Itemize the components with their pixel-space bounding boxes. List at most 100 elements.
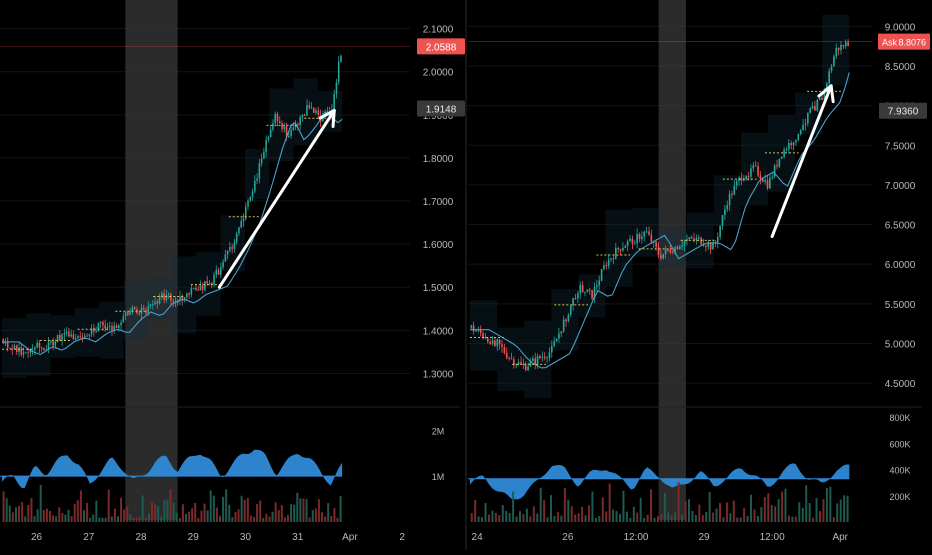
right-candle-body-144 (811, 106, 814, 109)
right-volume-bar-52 (650, 489, 653, 522)
right-candle-body-30 (541, 356, 544, 358)
right-volume-bar-67 (701, 515, 704, 522)
left-candle-body-43 (99, 321, 102, 324)
left-volume-bar-3 (11, 512, 14, 522)
right-candle-body-5 (482, 333, 484, 338)
right-candle-body-70 (636, 234, 638, 244)
left-zone-8 (196, 251, 221, 316)
left-volume-bar-85 (265, 513, 268, 522)
left-candle-body-36 (84, 335, 86, 338)
right-candle-body-104 (716, 236, 719, 243)
right-trend-arrow-head (817, 84, 835, 104)
right-candle-body-11 (496, 339, 499, 347)
left-candle-body-9 (22, 352, 25, 355)
left-candle-body-82 (188, 293, 190, 295)
right-xtick-3: 29 (698, 532, 710, 543)
right-price-axis[interactable]: 9.00008.50008.00007.50007.00006.50006.00… (878, 22, 930, 502)
left-candle-body-5 (13, 345, 16, 350)
right-candle-body-135 (790, 142, 793, 145)
left-volume-pane[interactable]: 26 27 28 29 30 31 Apr 2 (0, 406, 460, 543)
right-candle-body-66 (626, 241, 629, 247)
left-volume-bar-62 (194, 502, 197, 522)
left-volume-bar-75 (234, 511, 237, 522)
right-volume-bar-89 (777, 499, 780, 522)
right-volume-bar-92 (787, 515, 790, 522)
left-candle-body-101 (231, 247, 233, 249)
left-candle-body-23 (54, 341, 57, 346)
right-volume-bar-43 (619, 513, 622, 522)
left-price-axis[interactable]: 2.10002.00001.90001.80001.70001.60001.50… (417, 25, 465, 483)
right-volume-pane[interactable]: 24 26 12:00 29 12:00 Apr (468, 406, 922, 543)
left-xtick-1: 27 (83, 532, 95, 543)
left-volume-bar-94 (293, 504, 296, 522)
left-candle-body-106 (242, 218, 245, 221)
right-candle-body-41 (567, 314, 570, 322)
right-volume-bar-27 (563, 488, 566, 522)
left-candle-body-32 (74, 338, 77, 340)
right-candle-body-81 (662, 253, 665, 259)
left-candle-body-105 (240, 220, 243, 228)
left-candle-body-138 (315, 110, 317, 113)
left-candle-body-50 (115, 325, 118, 329)
left-volume-bar-79 (246, 497, 249, 522)
right-candle-body-124 (764, 180, 766, 182)
right-candle-body-106 (721, 215, 724, 227)
left-volume-bar-102 (317, 499, 320, 522)
right-volume-bar-23 (550, 495, 553, 522)
right-volume-bar-50 (643, 517, 646, 522)
left-volume-bar-54 (169, 489, 172, 522)
right-vol-tick-3: 200K (889, 492, 910, 502)
left-price-pane[interactable] (0, 0, 410, 520)
left-ytick-8: 1.3000 (423, 369, 454, 380)
right-candle-body-92 (688, 236, 691, 240)
right-candle-body-96 (697, 237, 700, 239)
right-candle-body-28 (536, 356, 539, 364)
right-candle-body-25 (529, 361, 532, 367)
right-volume-bar-28 (567, 499, 570, 522)
right-price-pane[interactable] (468, 0, 872, 520)
left-volume-bar-43 (135, 517, 138, 522)
left-candle-body-44 (102, 321, 104, 326)
right-candle-body-110 (731, 193, 733, 195)
right-volume-bar-108 (843, 495, 846, 522)
left-volume-bar-87 (271, 511, 274, 522)
right-volume-bar-41 (612, 509, 615, 522)
right-candle-body-55 (600, 269, 603, 281)
left-candle-body-53 (122, 316, 125, 323)
left-volume-bar-14 (45, 508, 48, 522)
left-volume-bar-29 (92, 514, 95, 522)
left-candle-body-48 (111, 325, 113, 331)
right-volume-bar-106 (836, 503, 839, 522)
right-candle-body-68 (631, 238, 634, 244)
right-candle-body-58 (607, 259, 610, 266)
right-ytick-4: 7.0000 (885, 181, 916, 192)
right-candle-body-52 (593, 287, 596, 299)
left-zone-1 (26, 313, 51, 377)
right-volume-bar-8 (498, 515, 501, 522)
right-candle-body-21 (520, 362, 522, 364)
left-volume-bar-92 (287, 515, 290, 522)
right-volume-bar-17 (529, 516, 532, 522)
left-volume-bar-83 (259, 500, 262, 522)
right-candle-body-98 (702, 244, 705, 246)
right-candle-body-18 (513, 359, 515, 366)
right-candle-body-47 (581, 284, 584, 293)
right-volume-bar-38 (601, 497, 604, 522)
right-candle-body-108 (726, 205, 729, 210)
right-candle-body-89 (681, 245, 684, 247)
left-candle-body-93 (213, 274, 215, 285)
left-candle-body-133 (303, 115, 306, 117)
right-candle-body-38 (560, 331, 563, 334)
left-volume-bar-46 (144, 517, 147, 522)
left-candle-body-57 (131, 307, 134, 312)
right-volume-bar-102 (822, 499, 825, 522)
left-candle-body-51 (118, 325, 120, 329)
left-candle-body-8 (20, 347, 23, 355)
left-candle-body-15 (36, 342, 38, 348)
right-volume-bar-42 (615, 511, 618, 522)
right-candle-body-118 (750, 168, 752, 177)
right-volume-bar-21 (543, 500, 546, 522)
right-volume-bar-74 (725, 502, 728, 522)
left-candle-body-116 (265, 139, 267, 152)
left-candle-body-114 (260, 158, 263, 164)
